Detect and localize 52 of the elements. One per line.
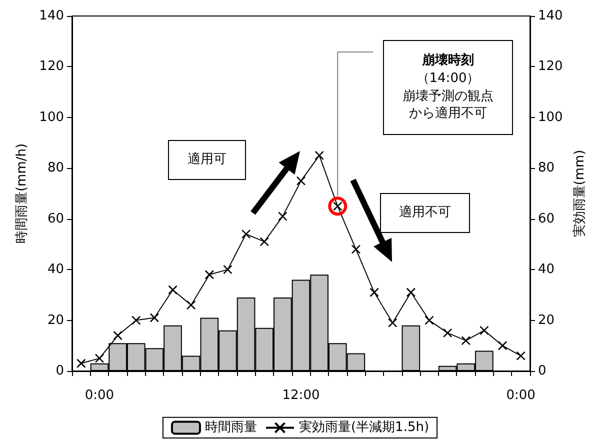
point: [94, 354, 104, 363]
point: [516, 351, 526, 360]
point: [150, 313, 160, 322]
x-tick-label: 0:00: [506, 388, 536, 403]
y-tick-label: 100: [39, 110, 64, 125]
annotation: 崩壊予測の観点から適用不可: [402, 88, 494, 123]
point: [260, 237, 270, 246]
point: [278, 212, 288, 221]
y-tick-label: 0: [56, 364, 64, 378]
y2-tick-label: 100: [538, 110, 563, 125]
point: [406, 288, 416, 298]
point: [186, 300, 196, 310]
point: [168, 285, 178, 295]
point: [76, 358, 86, 368]
legend-label: 時間雨量: [204, 420, 257, 436]
point: [498, 340, 508, 350]
annotation: 適用可: [188, 151, 226, 169]
x-tick-label: 0:00: [84, 388, 114, 403]
y-tick-label: 80: [47, 160, 64, 176]
point: [351, 244, 361, 254]
point: [314, 150, 324, 160]
y2-tick-label: 140: [538, 8, 563, 24]
point: [241, 229, 251, 239]
point: [370, 288, 379, 298]
point: [204, 270, 214, 280]
y2-tick-label: 20: [538, 312, 555, 328]
annotation: 崩壊時刻: [421, 52, 475, 70]
y-tick-label: 40: [47, 262, 64, 278]
point: [442, 328, 452, 338]
y-axis-title: 時間雨量(mm/h): [14, 143, 30, 244]
point: [223, 264, 232, 274]
legend-label: 実効雨量(半減期1.5h): [298, 419, 430, 436]
annotation: 適用不可: [399, 204, 451, 222]
y2-tick-label: 80: [538, 160, 555, 176]
point: [388, 318, 398, 328]
y-tick-label: 20: [47, 312, 64, 328]
point: [461, 336, 471, 346]
point: [113, 330, 122, 340]
point: [424, 316, 434, 325]
y2-tick-label: 120: [538, 59, 563, 74]
point: [131, 316, 141, 325]
point: [480, 326, 489, 336]
y-tick-label: 60: [47, 211, 64, 226]
point: [296, 176, 306, 186]
y-tick-label: 120: [39, 59, 64, 74]
y2-tick-label: 40: [538, 262, 555, 278]
annotation: （14:00）: [415, 70, 481, 88]
y2-tick-label: 60: [538, 211, 555, 226]
x-tick-label: 12:00: [282, 388, 320, 403]
y2-axis-title: 実効雨量(mm): [572, 150, 588, 238]
y2-tick-label: 0: [538, 364, 546, 378]
y-tick-label: 140: [39, 8, 64, 24]
